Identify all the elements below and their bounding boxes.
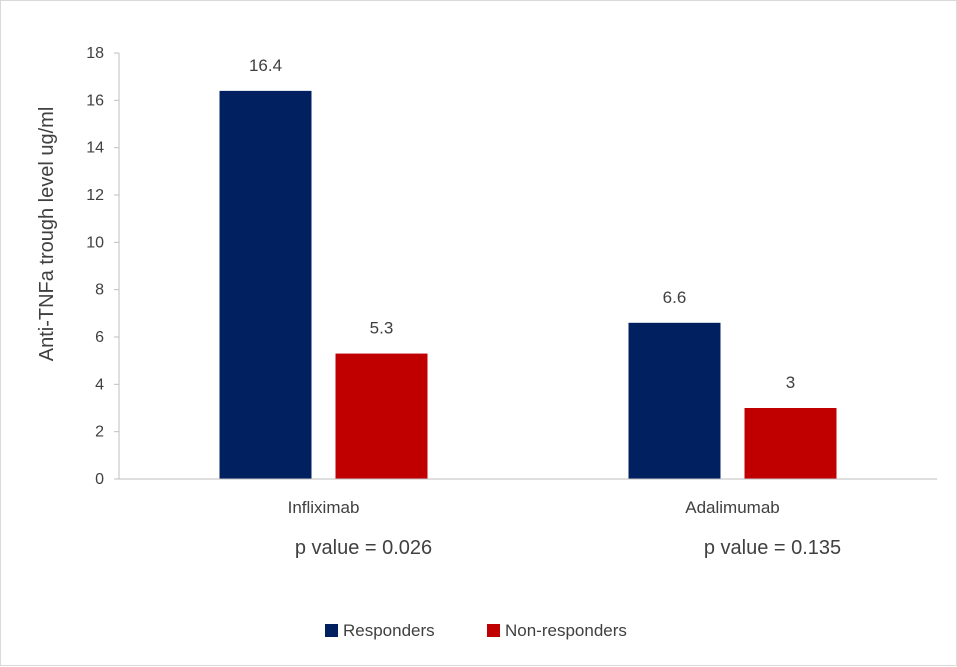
y-tick-label: 8 bbox=[95, 282, 104, 299]
p-value-note: p value = 0.026 bbox=[295, 537, 432, 559]
y-tick-label: 0 bbox=[95, 471, 104, 488]
y-tick-label: 6 bbox=[95, 329, 104, 346]
y-tick-label: 4 bbox=[95, 376, 104, 393]
data-label: 16.4 bbox=[249, 56, 282, 75]
y-tick-label: 10 bbox=[86, 234, 104, 251]
data-label: 3 bbox=[786, 373, 795, 392]
legend-swatch bbox=[487, 624, 500, 637]
data-label: 5.3 bbox=[370, 319, 394, 338]
y-tick-label: 14 bbox=[86, 140, 104, 157]
data-label: 6.6 bbox=[663, 288, 687, 307]
legend-label: Responders bbox=[343, 621, 435, 640]
y-axis-title: Anti-TNFa trough level ug/ml bbox=[36, 107, 58, 362]
legend-label: Non-responders bbox=[505, 621, 627, 640]
bar-non-responders-adalimumab bbox=[744, 408, 837, 479]
y-tick-label: 18 bbox=[86, 45, 104, 62]
bar-non-responders-infliximab bbox=[335, 353, 428, 479]
x-category-label: Infliximab bbox=[288, 498, 360, 517]
y-tick-label: 2 bbox=[95, 424, 104, 441]
bar-responders-infliximab bbox=[219, 90, 312, 479]
y-tick-label: 12 bbox=[86, 187, 104, 204]
y-tick-label: 16 bbox=[86, 92, 104, 109]
x-category-label: Adalimumab bbox=[685, 498, 780, 517]
legend-swatch bbox=[325, 624, 338, 637]
legend: Responders Non-responders bbox=[325, 621, 627, 640]
bar-responders-adalimumab bbox=[628, 322, 721, 479]
p-value-note: p value = 0.135 bbox=[704, 537, 841, 559]
